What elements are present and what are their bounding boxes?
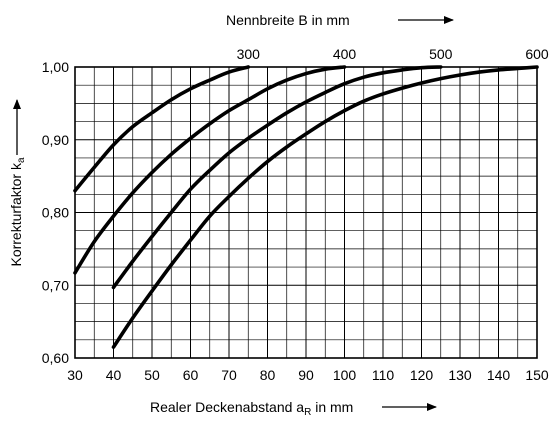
top-axis-label: Nennbreite B in mm [226, 12, 350, 28]
x-tick-label: 120 [410, 367, 434, 383]
y-tick-labels: 0,60 0,70 0,80 0,90 1,00 [42, 59, 69, 366]
x-axis-label: Realer Deckenabstand aR in mm [150, 399, 353, 418]
x-tick-label: 30 [67, 367, 83, 383]
series-label-500: 500 [429, 46, 453, 62]
series-label-400: 400 [333, 46, 357, 62]
x-tick-labels: 30 40 50 60 70 80 90 100 110 120 130 140 150 [67, 367, 549, 383]
grid-lines [74, 66, 538, 359]
series-line-600 [111, 65, 539, 349]
x-tick-label: 40 [106, 367, 122, 383]
x-tick-label: 70 [221, 367, 237, 383]
x-tick-label: 50 [144, 367, 160, 383]
x-tick-label: 60 [183, 367, 199, 383]
series-label-600: 600 [525, 46, 549, 62]
series-line-400 [73, 65, 347, 275]
x-tick-label: 130 [448, 367, 472, 383]
y-tick-label: 0,70 [42, 277, 69, 293]
plot-frame [74, 66, 538, 359]
x-tick-label: 110 [372, 367, 395, 383]
x-tick-label: 90 [298, 367, 314, 383]
series-line-300 [73, 65, 251, 193]
y-tick-label: 0,60 [42, 350, 69, 366]
x-tick-label: 140 [487, 367, 511, 383]
curves [73, 65, 539, 349]
x-tick-label: 150 [525, 367, 549, 383]
y-axis-label-group: Korrekturfaktor ka [8, 157, 27, 266]
series-line-500 [111, 65, 443, 290]
y-tick-label: 1,00 [42, 59, 69, 75]
series-label-300: 300 [237, 46, 261, 62]
x-tick-label: 100 [333, 367, 357, 383]
x-tick-label: 80 [260, 367, 276, 383]
y-tick-label: 0,90 [42, 132, 69, 148]
series-labels: 300 400 500 600 [237, 46, 549, 62]
y-tick-label: 0,80 [42, 205, 69, 221]
y-axis-label: Korrekturfaktor ka [8, 157, 27, 266]
